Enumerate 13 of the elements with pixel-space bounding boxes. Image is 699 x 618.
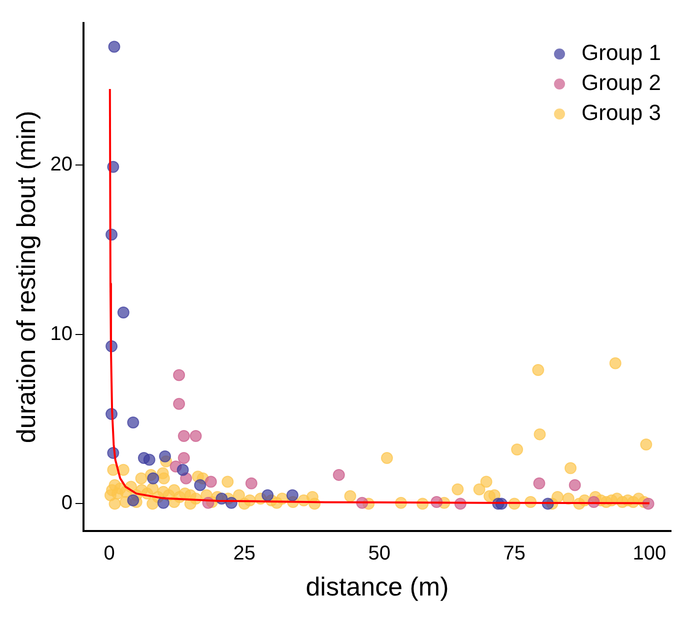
x-axis-title: distance (m) — [306, 572, 449, 602]
legend-label: Group 1 — [582, 40, 662, 66]
x-tick-label: 25 — [233, 542, 256, 564]
legend-label: Group 3 — [582, 100, 662, 126]
y-tick-label: 20 — [50, 154, 72, 176]
x-tick-label: 100 — [632, 542, 666, 564]
y-axis-title: duration of resting bout (min) — [10, 110, 41, 444]
legend-label: Group 2 — [582, 70, 662, 96]
y-tick-label: 0 — [61, 492, 72, 514]
x-tick-label: 75 — [503, 542, 526, 564]
x-tick-label: 50 — [368, 542, 391, 564]
y-tick-label: 10 — [50, 322, 72, 345]
x-tick-label: 0 — [104, 542, 115, 564]
